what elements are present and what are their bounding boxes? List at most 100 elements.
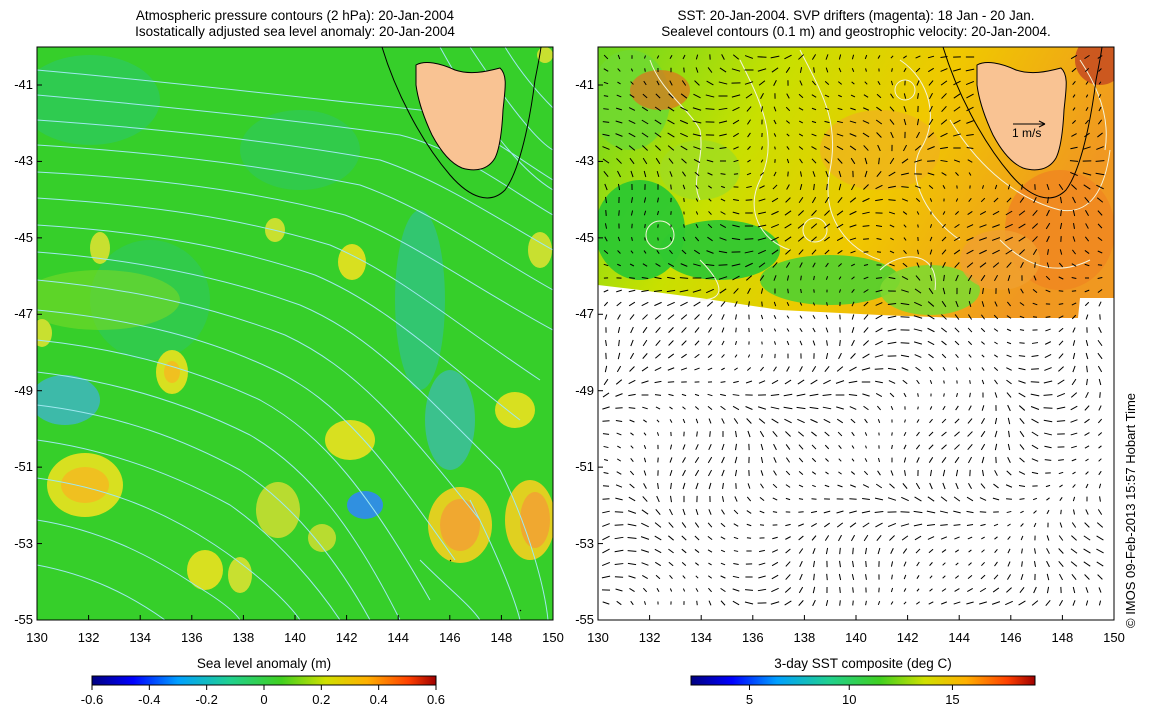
velocity-arrow xyxy=(929,92,933,100)
velocity-arrow xyxy=(800,275,802,281)
velocity-arrow xyxy=(981,185,985,189)
y-tick-label: -49 xyxy=(14,382,33,398)
velocity-arrow xyxy=(630,68,634,72)
velocity-arrow xyxy=(943,380,945,384)
velocity-arrow xyxy=(826,573,828,581)
velocity-arrow xyxy=(812,599,816,607)
velocity-arrow xyxy=(900,302,910,306)
velocity-arrow xyxy=(968,405,972,411)
velocity-arrow xyxy=(757,56,767,58)
velocity-arrow xyxy=(903,561,907,567)
velocity-arrow xyxy=(1033,561,1037,567)
velocity-arrow xyxy=(967,431,973,437)
velocity-arrow xyxy=(1046,209,1050,217)
velocity-arrow xyxy=(1019,498,1025,500)
velocity-arrow xyxy=(771,249,779,255)
velocity-arrow xyxy=(1072,107,1076,111)
velocity-arrow xyxy=(630,170,634,178)
velocity-arrow xyxy=(981,469,985,477)
velocity-arrow xyxy=(824,444,830,450)
y-tick-label: -45 xyxy=(575,229,594,245)
velocity-arrow xyxy=(628,145,636,151)
velocity-arrow xyxy=(705,108,715,110)
x-tick-label: 150 xyxy=(542,630,564,645)
velocity-arrow xyxy=(864,170,868,178)
velocity-arrow xyxy=(770,223,780,229)
velocity-arrow xyxy=(719,288,727,294)
velocity-arrow xyxy=(823,379,831,385)
velocity-arrow xyxy=(628,132,636,138)
velocity-arrow xyxy=(865,68,867,72)
velocity-arrow xyxy=(864,157,868,165)
velocity-arrow xyxy=(694,327,700,333)
velocity-arrow xyxy=(955,482,959,490)
velocity-arrow xyxy=(654,548,662,554)
velocity-arrow xyxy=(1096,548,1104,554)
velocity-arrow xyxy=(679,289,689,293)
colorbar-tick-label: 0 xyxy=(260,692,268,707)
velocity-arrow xyxy=(643,419,647,423)
velocity-arrow xyxy=(693,158,701,164)
velocity-arrow xyxy=(981,367,985,371)
velocity-arrow xyxy=(642,496,648,502)
velocity-arrow xyxy=(615,393,623,397)
velocity-arrow xyxy=(798,133,804,137)
velocity-arrow xyxy=(798,586,804,594)
velocity-arrow xyxy=(667,314,675,320)
velocity-arrow xyxy=(693,301,701,307)
velocity-arrow xyxy=(863,251,869,253)
velocity-arrow xyxy=(773,470,777,476)
velocity-arrow xyxy=(604,314,608,320)
velocity-arrow xyxy=(966,262,974,268)
velocity-arrow xyxy=(654,366,662,372)
velocity-arrow xyxy=(823,146,831,150)
velocity-arrow xyxy=(1020,288,1024,294)
velocity-arrow xyxy=(1057,379,1065,385)
velocity-arrow xyxy=(657,197,659,203)
velocity-arrow xyxy=(616,94,622,98)
velocity-arrow xyxy=(865,560,867,568)
velocity-arrow xyxy=(694,171,700,177)
velocity-arrow xyxy=(837,120,843,124)
velocity-arrow xyxy=(680,145,688,151)
velocity-arrow xyxy=(1018,223,1026,229)
velocity-arrow xyxy=(889,250,895,254)
colorbar-tick-label: -0.4 xyxy=(138,692,161,707)
velocity-arrow xyxy=(1059,522,1063,528)
y-tick-label: -55 xyxy=(14,612,33,627)
velocity-arrow xyxy=(757,237,767,241)
colorbar-tick-label: 0.4 xyxy=(369,692,388,707)
velocity-arrow xyxy=(836,510,844,514)
velocity-arrow xyxy=(760,366,764,372)
velocity-arrow xyxy=(642,314,648,320)
velocity-arrow xyxy=(1018,471,1026,475)
velocity-arrow xyxy=(744,55,754,59)
velocity-arrow xyxy=(733,159,739,163)
velocity-arrow xyxy=(657,482,659,490)
velocity-arrow xyxy=(1046,535,1050,541)
velocity-arrow xyxy=(669,588,673,592)
velocity-arrow xyxy=(759,275,765,281)
velocity-arrow xyxy=(747,132,751,138)
velocity-arrow xyxy=(981,536,985,540)
y-tick-label: -47 xyxy=(575,306,594,322)
velocity-arrow xyxy=(603,263,609,267)
velocity-arrow xyxy=(889,224,895,228)
velocity-arrow xyxy=(1006,379,1012,385)
velocity-arrow xyxy=(902,211,908,215)
velocity-arrow xyxy=(838,263,842,267)
velocity-arrow xyxy=(941,418,947,424)
velocity-arrow xyxy=(718,81,728,85)
velocity-arrow xyxy=(643,483,647,489)
velocity-arrow xyxy=(953,159,961,163)
velocity-arrow xyxy=(706,80,714,86)
velocity-arrow xyxy=(953,119,961,125)
velocity-arrow xyxy=(929,380,933,384)
velocity-arrow xyxy=(746,367,752,371)
velocity-arrow xyxy=(654,314,662,320)
velocity-arrow xyxy=(926,510,936,514)
velocity-arrow xyxy=(890,80,894,86)
velocity-arrow xyxy=(889,157,895,165)
velocity-arrow xyxy=(863,327,869,333)
y-tick-label: -43 xyxy=(14,153,33,169)
